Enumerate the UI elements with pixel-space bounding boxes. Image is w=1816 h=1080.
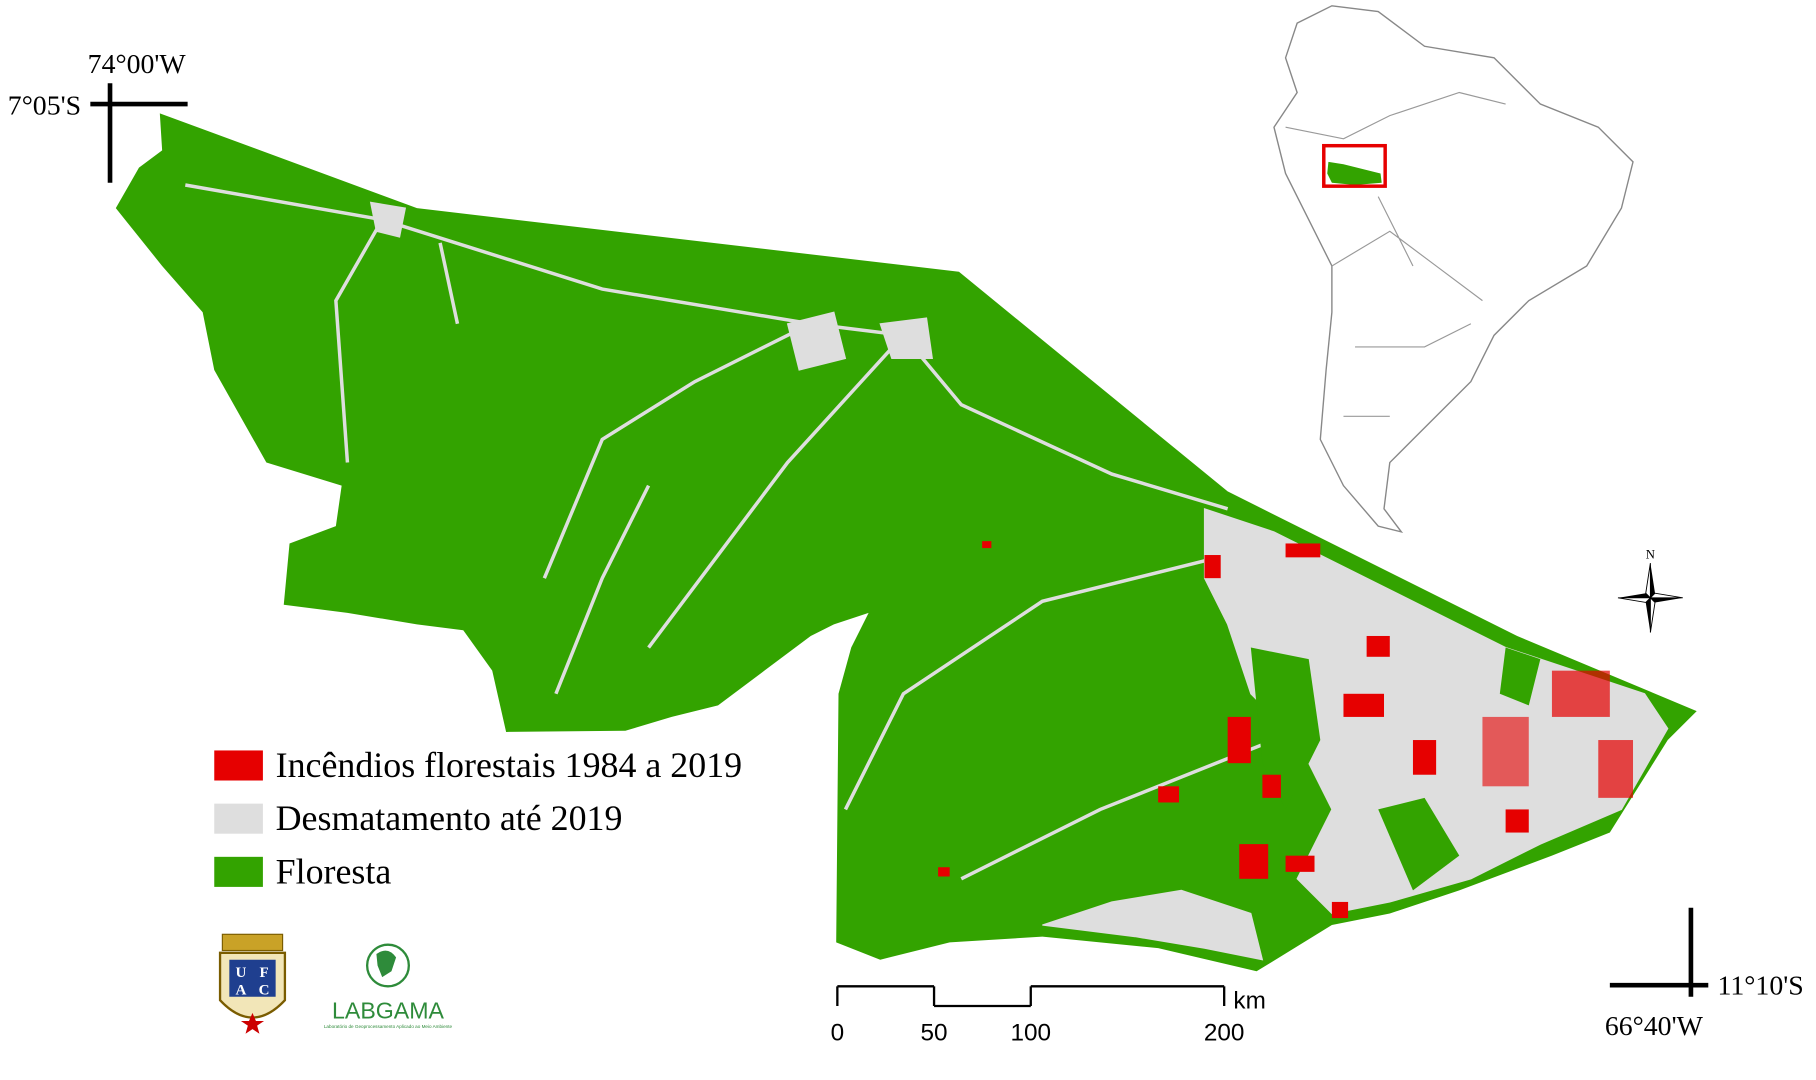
- road: [185, 183, 1229, 511]
- longitude-label: 74°00'W: [88, 49, 187, 80]
- south-america: [1273, 5, 1634, 534]
- forest-patch: [1250, 647, 1321, 810]
- deforestation: [185, 183, 1669, 961]
- forest-remnants: [1250, 647, 1541, 891]
- forest-patch: [1499, 647, 1541, 706]
- north-arrow: N: [1617, 548, 1683, 633]
- road: [960, 738, 1275, 881]
- logo-letter: U: [235, 965, 246, 981]
- compass-needle: [1617, 593, 1651, 598]
- fire-patch: [1598, 740, 1634, 798]
- inset-map: [1273, 5, 1634, 534]
- fire-patch: [1366, 635, 1390, 657]
- compass-needle: [1650, 563, 1656, 598]
- longitude-label: 66°40'W: [1605, 1011, 1704, 1042]
- fire-patch: [1285, 855, 1315, 872]
- scale-bar: 0 50 100 200 km: [831, 985, 1266, 1047]
- fire-patch: [1505, 809, 1529, 833]
- compass-needle: [1617, 597, 1652, 603]
- scale-label: 0: [831, 1020, 845, 1047]
- north-label: N: [1646, 548, 1655, 562]
- road: [554, 484, 651, 695]
- legend: Incêndios florestais 1984 a 2019 Desmatam…: [214, 745, 742, 891]
- legend-label: Incêndios florestais 1984 a 2019: [276, 745, 742, 785]
- fire-patch: [982, 541, 992, 549]
- ufac-logo: U F A C: [218, 933, 287, 1034]
- globe-land: [376, 950, 397, 978]
- compass-needle: [1649, 596, 1656, 633]
- fire-patch: [1412, 740, 1437, 775]
- scale-unit: km: [1233, 987, 1265, 1014]
- fire-patch: [1204, 555, 1221, 579]
- road: [334, 218, 384, 463]
- graticule-marks: [90, 83, 1709, 997]
- forest-patch: [1378, 797, 1460, 891]
- logo-letter: A: [235, 982, 246, 998]
- legend-label: Desmatamento até 2019: [276, 798, 623, 838]
- road: [542, 322, 812, 579]
- road: [438, 242, 460, 325]
- road: [843, 553, 1229, 811]
- legend-swatch: [214, 803, 263, 834]
- legend-label: Floresta: [276, 851, 392, 891]
- latitude-label: 7°05'S: [8, 90, 81, 121]
- labgama-logo: LABGAMA Laboratório de Geoprocessamento …: [324, 943, 453, 1029]
- legend-swatch: [214, 750, 263, 781]
- star: [240, 1012, 265, 1034]
- fire-patch: [1551, 670, 1610, 717]
- logo-letter: F: [259, 965, 268, 981]
- compass-needle: [1650, 597, 1683, 603]
- fire-patch: [1262, 774, 1281, 798]
- road: [647, 334, 905, 649]
- fire-patch: [938, 867, 950, 877]
- deforestation-patch: [369, 201, 407, 238]
- legend-swatch: [214, 856, 263, 887]
- logo-text: LABGAMA: [332, 998, 444, 1024]
- fire-patch: [1285, 543, 1321, 558]
- borders: [1285, 91, 1506, 417]
- fires: [938, 541, 1634, 919]
- logo-subtitle: Laboratório de Geoprocessamento Aplicado…: [324, 1024, 453, 1029]
- deforestation-patch: [1203, 507, 1669, 915]
- road-lines: [185, 183, 1275, 881]
- scale-label: 50: [921, 1020, 948, 1047]
- latitude-label: 11°10'S: [1718, 970, 1804, 1001]
- fire-patch: [1227, 716, 1251, 764]
- fire-patch: [1239, 844, 1269, 879]
- logo-letter: C: [259, 982, 270, 998]
- scale-label: 100: [1010, 1020, 1051, 1047]
- compass-needle: [1645, 597, 1651, 633]
- inset-state: [1327, 161, 1382, 186]
- scale-label: 200: [1204, 1020, 1245, 1047]
- fire-patch: [1158, 786, 1180, 803]
- fire-patch: [1331, 901, 1349, 919]
- shield-field: [229, 959, 276, 997]
- deforestation-patch: [1042, 889, 1264, 961]
- compass-needle: [1645, 563, 1651, 599]
- fire-patch: [1343, 693, 1385, 717]
- compass-needle: [1649, 592, 1683, 599]
- fire-patch: [1482, 716, 1529, 787]
- crown: [221, 933, 284, 952]
- inset-frame: [1322, 143, 1387, 188]
